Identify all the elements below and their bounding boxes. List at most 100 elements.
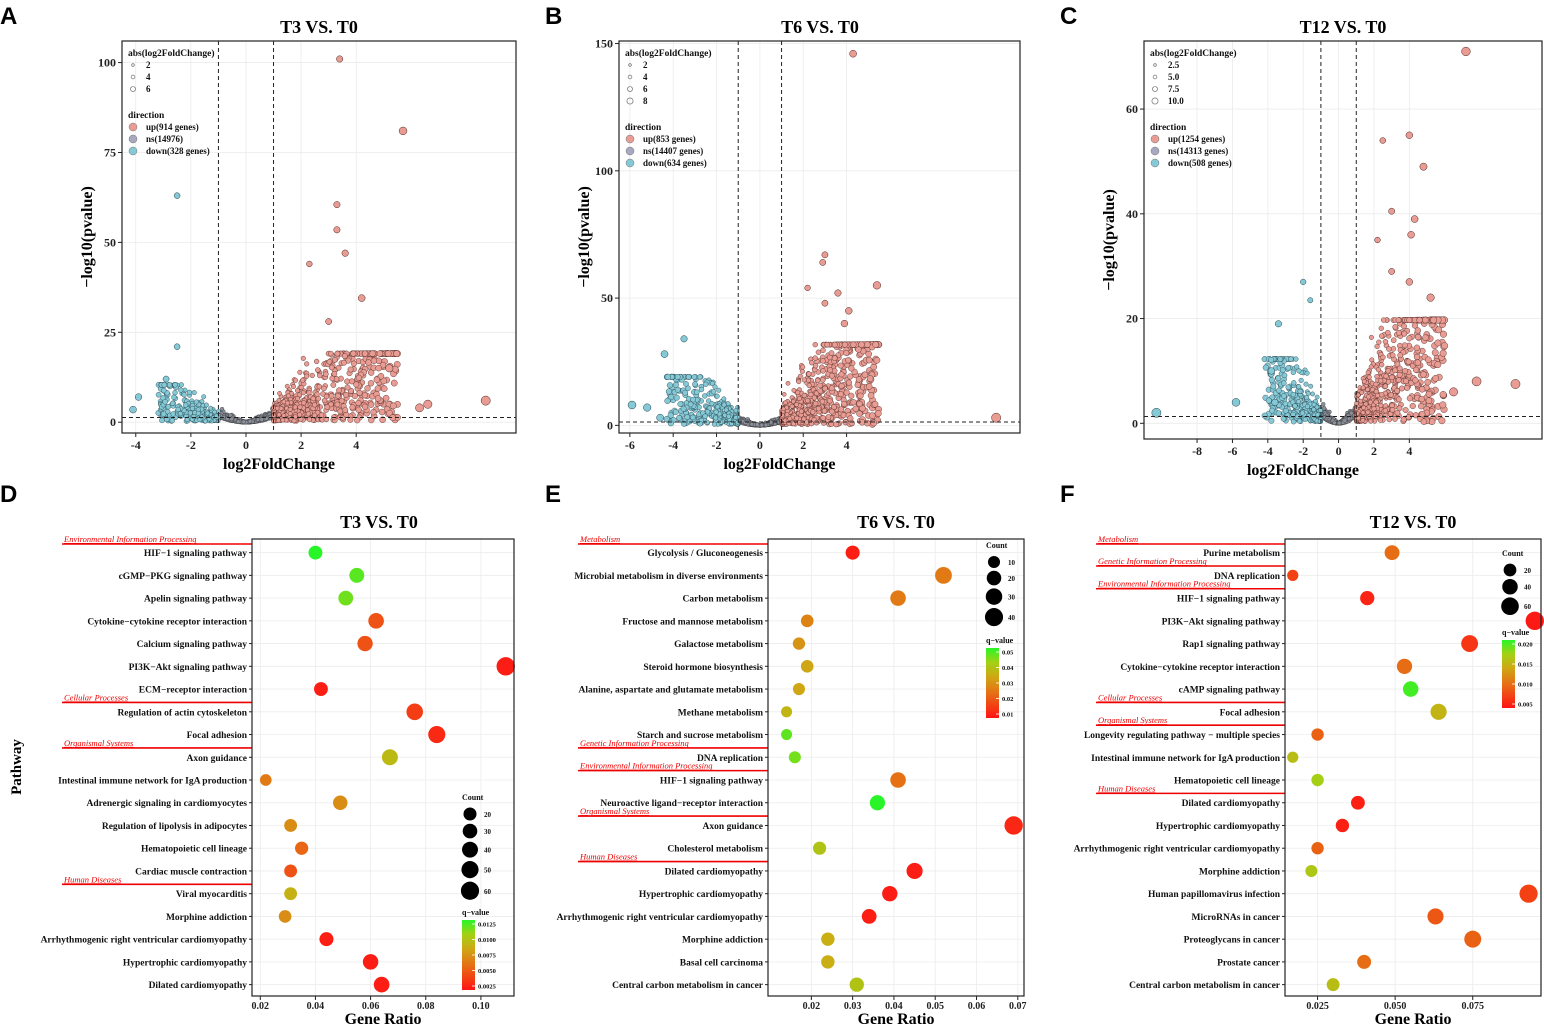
down-point bbox=[697, 374, 703, 380]
ns-point bbox=[749, 422, 755, 427]
up-point bbox=[342, 407, 349, 414]
up-point bbox=[332, 357, 338, 363]
size-legend-key bbox=[130, 86, 136, 92]
up-point bbox=[309, 372, 315, 379]
size-legend-key bbox=[626, 97, 634, 105]
up-point bbox=[780, 412, 785, 418]
up-point bbox=[376, 350, 384, 357]
up-point bbox=[800, 364, 806, 370]
size-legend-key bbox=[627, 86, 633, 92]
down-point bbox=[195, 410, 201, 416]
y-tick-label: 150 bbox=[595, 37, 613, 51]
down-point bbox=[164, 416, 170, 423]
up-point bbox=[375, 364, 382, 372]
up-point bbox=[304, 373, 310, 379]
up-point bbox=[377, 373, 385, 380]
up-point bbox=[820, 368, 826, 374]
down-point bbox=[687, 401, 694, 408]
direction-legend-key bbox=[128, 122, 138, 132]
up-point bbox=[341, 353, 348, 359]
up-point bbox=[386, 409, 393, 417]
up-point bbox=[286, 393, 291, 399]
down-outlier-point bbox=[129, 405, 137, 414]
down-point bbox=[199, 414, 205, 420]
up-outlier-point bbox=[333, 226, 341, 234]
up-point bbox=[796, 379, 802, 385]
up-point bbox=[1380, 317, 1387, 323]
down-point bbox=[709, 380, 716, 387]
up-point bbox=[791, 421, 796, 427]
up-outlier-point bbox=[840, 319, 849, 328]
up-point bbox=[811, 395, 818, 401]
y-tick-label: 25 bbox=[104, 325, 116, 339]
up-point bbox=[798, 408, 804, 414]
size-legend-key bbox=[131, 63, 135, 67]
up-point bbox=[335, 393, 341, 399]
down-point bbox=[205, 410, 210, 416]
up-point bbox=[868, 412, 876, 419]
up-point bbox=[822, 385, 828, 392]
up-point bbox=[785, 380, 791, 386]
up-point bbox=[832, 341, 838, 348]
up-point bbox=[854, 381, 861, 389]
up-point bbox=[810, 409, 816, 415]
plot-frame bbox=[121, 40, 517, 434]
x-axis-title: log2FoldChange bbox=[723, 456, 835, 473]
up-point bbox=[311, 402, 318, 408]
up-point bbox=[374, 385, 382, 392]
up-point bbox=[873, 356, 881, 364]
up-point bbox=[801, 393, 807, 399]
size-legend-label: 2 bbox=[643, 60, 648, 70]
up-point bbox=[1413, 353, 1421, 361]
x-tick-label: 2 bbox=[298, 438, 304, 452]
up-point bbox=[799, 368, 805, 374]
up-point bbox=[826, 397, 833, 404]
up-point bbox=[866, 375, 874, 382]
up-point bbox=[354, 417, 361, 424]
up-point bbox=[843, 349, 850, 356]
up-point bbox=[364, 385, 371, 392]
down-point bbox=[714, 393, 720, 399]
up-point bbox=[295, 388, 300, 394]
up-point bbox=[350, 360, 357, 367]
size-legend-label: 8 bbox=[643, 96, 648, 106]
down-point bbox=[694, 389, 700, 395]
up-point bbox=[797, 395, 802, 401]
up-point bbox=[380, 377, 388, 385]
up-point bbox=[353, 381, 360, 388]
direction-legend-label: up(914 genes) bbox=[146, 122, 199, 132]
up-point bbox=[344, 378, 351, 385]
up-outlier-point bbox=[849, 49, 857, 58]
up-point bbox=[820, 358, 826, 364]
up-point bbox=[278, 406, 284, 411]
direction-legend-title: direction bbox=[625, 123, 662, 133]
x-axis-title: log2FoldChange bbox=[223, 456, 335, 473]
up-point bbox=[306, 390, 312, 396]
down-outlier-point bbox=[627, 400, 637, 410]
up-point bbox=[326, 358, 333, 365]
up-point bbox=[343, 391, 349, 398]
down-point bbox=[716, 387, 722, 393]
plot-frame bbox=[618, 40, 1021, 434]
up-point bbox=[292, 414, 298, 420]
down-point bbox=[711, 421, 717, 427]
up-point bbox=[379, 416, 386, 424]
up-point bbox=[867, 392, 875, 399]
down-point bbox=[160, 411, 167, 417]
up-point bbox=[845, 357, 852, 364]
volcano-panel-C: C T12 VS. T0-8 -6 -4 -2 0 2 40204060log2FoldCha… bbox=[1060, 3, 1543, 479]
down-point bbox=[160, 387, 167, 394]
up-outlier-point bbox=[819, 259, 827, 266]
size-legend-label: 6 bbox=[643, 84, 648, 94]
points-layer bbox=[627, 49, 1002, 428]
up-point bbox=[856, 410, 863, 417]
down-point bbox=[684, 414, 691, 420]
down-point bbox=[664, 397, 671, 404]
up-point bbox=[828, 385, 835, 392]
direction-legend-label: ns(14407 genes) bbox=[643, 146, 703, 156]
x-tick-label: -2 bbox=[712, 438, 722, 452]
size-legend-title: abs(log2FoldChange) bbox=[128, 48, 215, 59]
up-point bbox=[808, 391, 814, 398]
ns-point bbox=[1325, 414, 1330, 420]
ns-point bbox=[763, 422, 769, 428]
